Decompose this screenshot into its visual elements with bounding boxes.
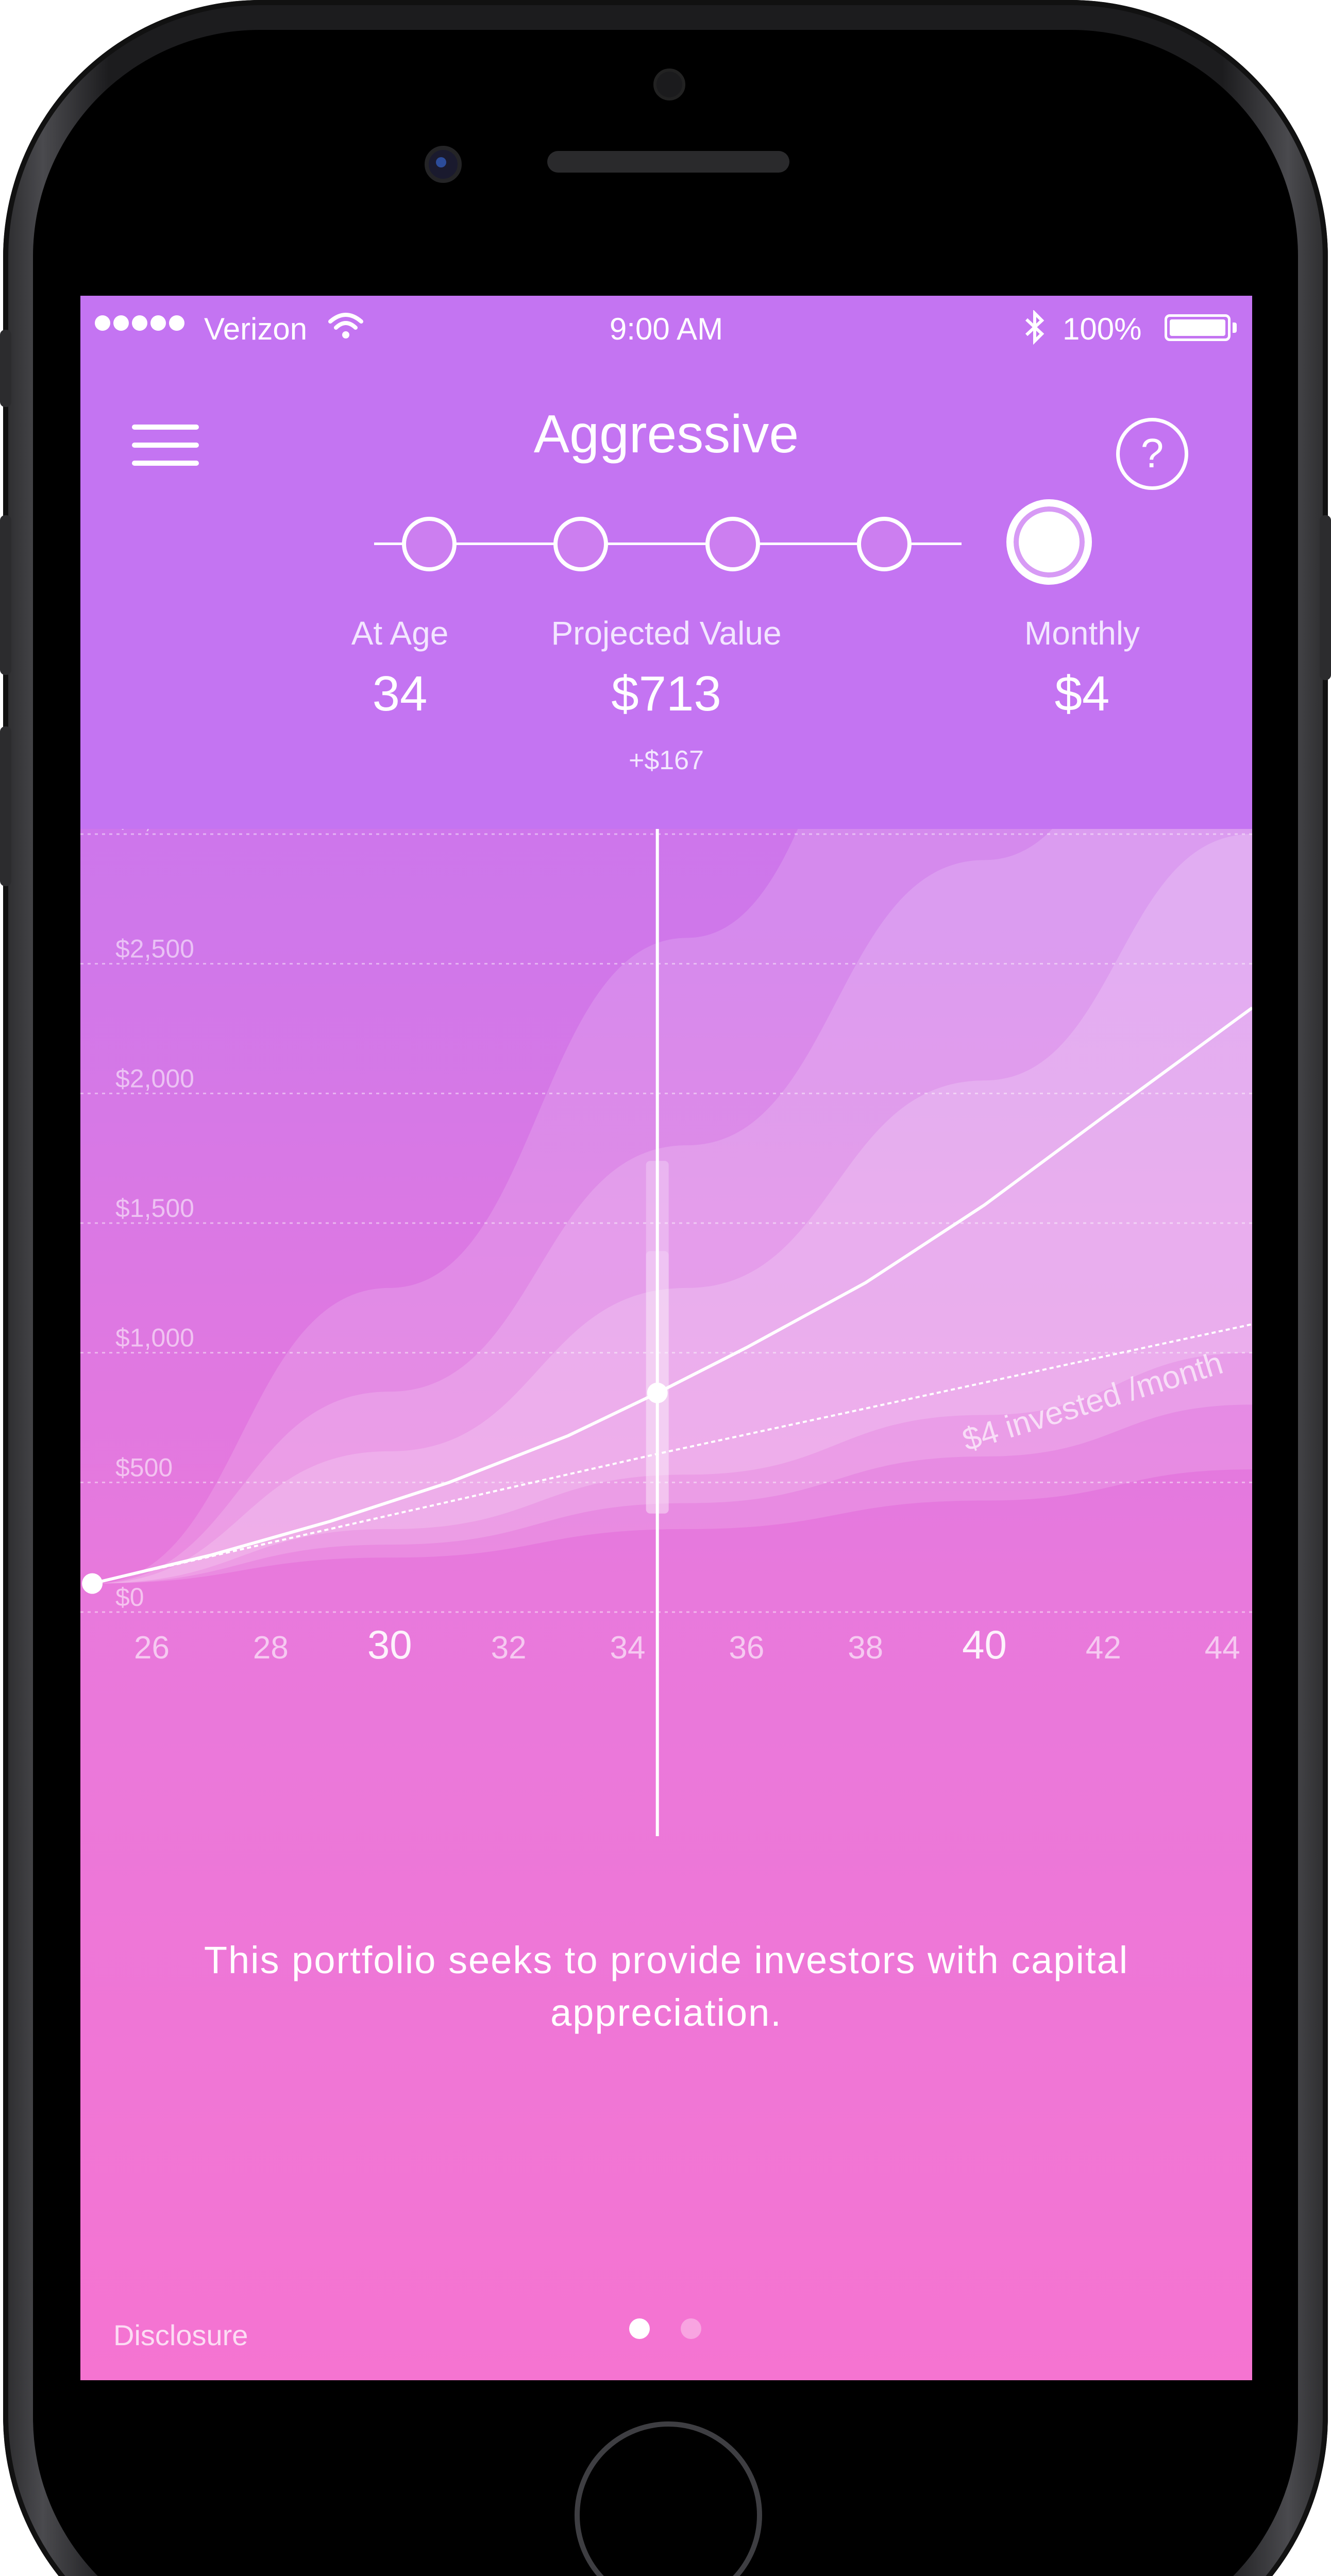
battery-icon [1165,314,1231,341]
x-tick-label: 26 [134,1630,170,1666]
disclosure-link[interactable]: Disclosure [113,2319,248,2351]
range-indicator-inner [646,1251,669,1514]
carrier-label: Verizon [204,312,308,346]
power-button [1320,515,1331,680]
signal-dots-icon [95,315,184,331]
app-screen: Verizon 9:00 AM 100% Aggressive ? At Age… [80,296,1252,2380]
x-tick-label: 30 [367,1622,412,1667]
y-tick-label: $2,000 [115,1064,194,1093]
x-tick-label: 36 [729,1630,764,1666]
earpiece-speaker [547,151,789,173]
risk-step-2[interactable] [553,517,608,571]
home-button[interactable] [575,2421,762,2576]
projection-band [92,829,1252,1584]
x-tick-label: 28 [253,1630,289,1666]
invested-amount-line [92,1323,1252,1585]
risk-step-3[interactable] [705,517,760,571]
y-tick-label: $3,000 [115,829,194,834]
monthly-label: Monthly [1024,615,1140,652]
status-time: 9:00 AM [609,312,723,346]
wifi-icon [328,313,363,338]
projected-value-label: Projected Value [551,615,782,652]
monthly-value: $4 [1054,666,1110,721]
risk-step-4[interactable] [857,517,912,571]
battery-tip [1233,323,1237,333]
y-tick-label: $500 [115,1453,173,1482]
projection-chart[interactable]: $0 $500 $1,000 $1,500 $2,000 $2,500 $3,000 26 28… [80,829,1252,1911]
range-indicator [646,1161,669,1514]
volume-down-button [0,726,11,886]
age-label: At Age [351,615,449,652]
front-camera [425,146,462,183]
start-point [82,1573,103,1594]
x-tick-label: 34 [610,1630,645,1666]
selected-point [647,1382,668,1403]
projected-delta: +$167 [628,745,704,775]
volume-up-button [0,515,11,675]
x-tick-label: 40 [962,1622,1007,1667]
stepper-track [374,543,962,545]
portfolio-description: This portfolio seeks to provide investor… [204,1939,1129,2034]
y-tick-label: $2,500 [115,935,194,963]
x-tick-label: 38 [848,1630,883,1666]
help-button[interactable]: ? [1116,418,1188,490]
risk-level-stepper [323,499,1092,589]
hamburger-menu-icon[interactable] [132,425,199,466]
risk-step-5-selected[interactable] [1006,499,1092,585]
projection-band [92,834,1252,1584]
page-dot-1[interactable] [629,2318,650,2339]
page-indicator[interactable] [629,2315,712,2341]
page-title: Aggressive [533,404,799,464]
y-tick-label: $1,500 [115,1194,194,1223]
bluetooth-icon [1025,310,1044,345]
projected-value: $713 [611,666,721,721]
projection-band [92,829,1252,1584]
battery-percent: 100% [1063,312,1142,346]
mute-switch [0,330,11,407]
y-tick-label: $0 [115,1583,144,1612]
x-tick-label: 32 [491,1630,527,1666]
risk-step-1[interactable] [402,517,457,571]
age-value: 34 [372,666,428,721]
page-dot-2[interactable] [681,2318,701,2339]
proximity-sensor [653,69,685,100]
x-tick-label: 44 [1205,1630,1240,1666]
x-tick-label: 42 [1086,1630,1121,1666]
y-tick-label: $1,000 [115,1324,194,1352]
